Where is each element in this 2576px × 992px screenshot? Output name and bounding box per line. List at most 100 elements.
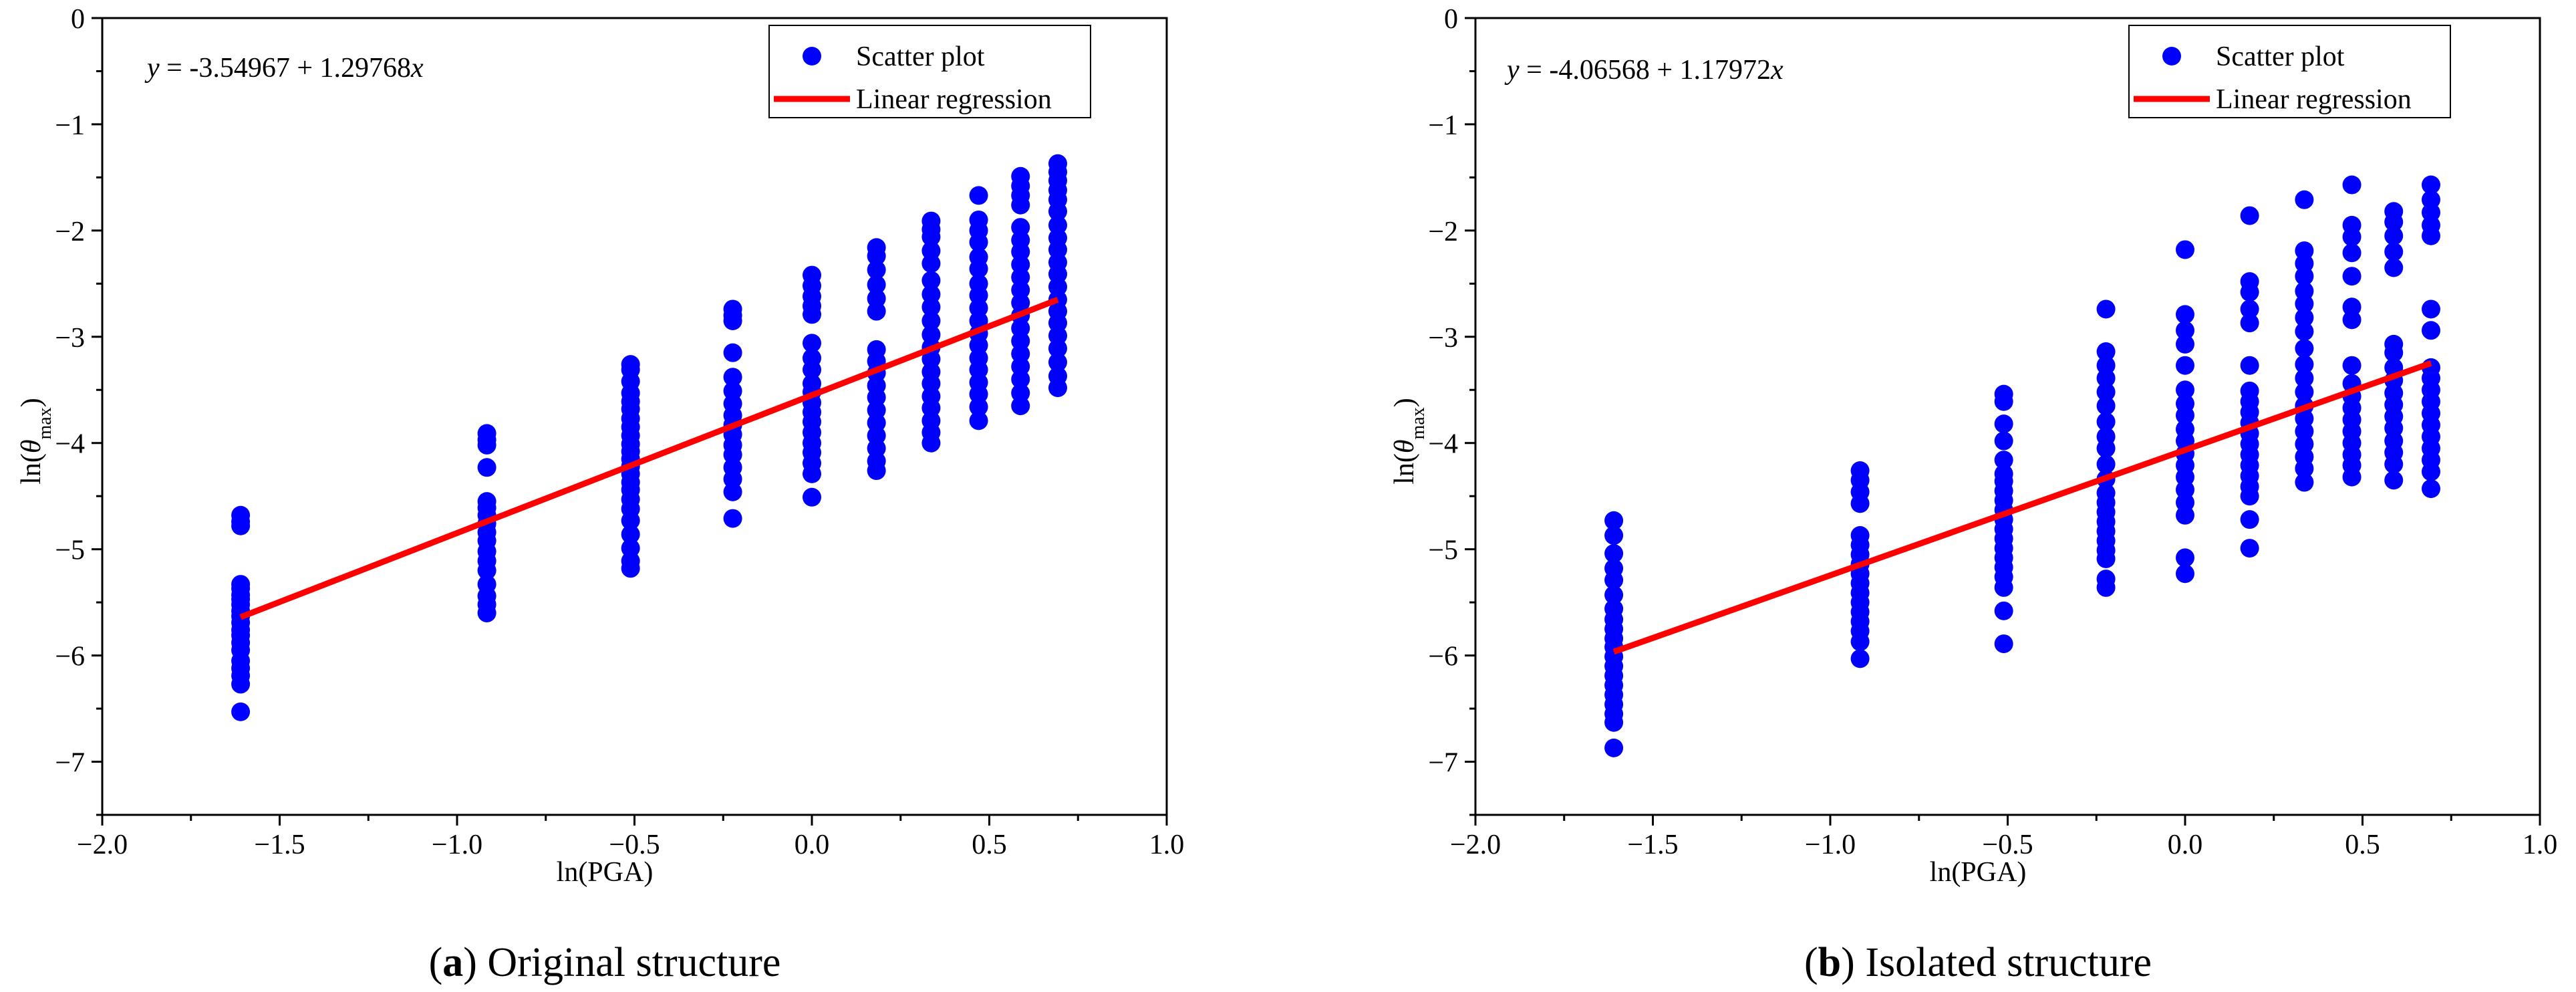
scatter-point: [1850, 494, 1870, 513]
scatter-point: [231, 674, 251, 694]
equation-body: = -4.06568 + 1.17972: [1520, 55, 1771, 86]
x-tick-label: 0.5: [972, 830, 1007, 860]
scatter-point: [2096, 368, 2116, 388]
equation-x: x: [1770, 55, 1783, 86]
x-tick-label: −1.0: [432, 830, 482, 860]
x-tick-label: −0.5: [609, 830, 660, 860]
scatter-point: [2384, 213, 2404, 232]
legend-marker-scatter: [803, 47, 821, 66]
scatter-point: [723, 311, 742, 330]
scatter-point: [1048, 339, 1067, 358]
x-axis-label: ln(PGA): [557, 857, 654, 888]
caption-close-paren: ): [1841, 940, 1865, 985]
y-label-prefix: ln(: [1389, 453, 1420, 485]
y-label-prefix: ln(: [16, 453, 47, 485]
scatter-point: [2096, 382, 2116, 402]
y-tick-label: −4: [55, 429, 85, 460]
scatter-point: [723, 482, 742, 501]
scatter-point: [2384, 242, 2404, 261]
scatter-point: [2295, 382, 2314, 402]
scatter-point: [2342, 310, 2362, 330]
scatter-point: [2176, 356, 2194, 375]
scatter-point: [969, 397, 988, 416]
y-axis-label: ln(θmax): [16, 398, 55, 485]
scatter-point: [2295, 473, 2314, 492]
scatter-point: [921, 227, 941, 247]
y-tick-label: −6: [1428, 642, 1458, 672]
scatter-point: [2176, 240, 2194, 259]
scatter-point: [2176, 334, 2194, 354]
scatter-point: [1994, 601, 2013, 620]
scatter-point: [1604, 713, 1624, 732]
scatter-point: [2342, 227, 2362, 247]
y-tick-label: −1: [55, 110, 85, 141]
x-tick-label: 1.0: [2523, 830, 2558, 860]
scatter-point: [1048, 202, 1067, 221]
scatter-point: [723, 343, 742, 362]
y-tick-label: 0: [71, 4, 85, 35]
plot-frame: [101, 17, 1168, 816]
scatter-point: [2421, 479, 2440, 499]
scatter-point: [1994, 578, 2013, 597]
scatter-point: [1604, 738, 1624, 757]
scatter-point: [969, 411, 988, 430]
caption-text: Isolated structure: [1865, 940, 2152, 985]
scatter-point: [2295, 368, 2314, 388]
scatter-point: [1604, 570, 1624, 590]
scatter-point: [2342, 356, 2362, 375]
scatter-point: [2096, 299, 2116, 319]
panel-a-original-structure: ln(θmax) ln(PGA) −2.0 −1.5 −1.0 −0.5 0.0 0.5 1…: [16, 4, 1184, 985]
scatter-point: [1994, 634, 2013, 654]
y-tick-label: −2: [1428, 217, 1458, 247]
scatter-points: [231, 154, 1067, 721]
scatter-point: [2176, 564, 2194, 584]
caption-panel-label: b: [1818, 940, 1841, 985]
y-tick-label: −6: [55, 642, 85, 672]
x-axis-ticks: −2.0 −1.5 −1.0 −0.5 0.0 0.5 1.0: [77, 815, 1184, 860]
scatter-point: [969, 186, 988, 205]
scatter-point: [2240, 539, 2259, 558]
scatter-point: [2096, 455, 2116, 474]
scatter-point: [921, 297, 941, 317]
equation-y: y: [1504, 55, 1520, 86]
scatter-point: [2421, 299, 2440, 319]
scatter-point: [1048, 352, 1067, 372]
scatter-point: [2240, 487, 2259, 506]
scatter-point: [2421, 321, 2440, 340]
scatter-point: [2096, 342, 2116, 362]
scatter-point: [1994, 451, 2013, 470]
scatter-point: [2421, 462, 2440, 481]
scatter-point: [921, 311, 941, 330]
scatter-point: [921, 254, 941, 273]
scatter-point: [231, 516, 251, 535]
scatter-point: [2176, 505, 2194, 525]
scatter-point: [2176, 548, 2194, 568]
scatter-point: [2176, 321, 2194, 340]
scatter-point: [1011, 370, 1030, 389]
x-axis-ticks: −2.0 −1.5 −1.0 −0.5 0.0 0.5 1.0: [1450, 815, 2557, 860]
y-label-subscript: max: [35, 407, 55, 439]
scatter-point: [2384, 226, 2404, 245]
y-axis-ticks: 0 −1 −2 −3 −4 −5 −6 −7: [1428, 4, 1475, 816]
scatter-point: [803, 360, 821, 380]
y-tick-label: −1: [1428, 110, 1458, 141]
scatter-point: [2096, 439, 2116, 458]
x-tick-label: −1.5: [1627, 830, 1678, 860]
scatter-point: [2295, 267, 2314, 286]
y-tick-label: −5: [1428, 535, 1458, 566]
scatter-point: [1994, 414, 2013, 434]
scatter-point: [2295, 459, 2314, 478]
x-tick-label: −2.0: [77, 830, 128, 860]
scatter-point: [2176, 406, 2194, 425]
scatter-point: [2240, 356, 2259, 375]
y-tick-label: −3: [55, 323, 85, 354]
scatter-point: [2240, 299, 2259, 319]
scatter-point: [2176, 380, 2194, 400]
caption-text: Original structure: [487, 940, 780, 985]
regression-line: [239, 297, 1059, 620]
scatter-point: [2384, 343, 2404, 362]
legend-label-regression: Linear regression: [856, 84, 1052, 115]
scatter-point: [1994, 392, 2013, 411]
x-tick-label: −0.5: [1982, 830, 2033, 860]
scatter-point: [867, 247, 886, 266]
